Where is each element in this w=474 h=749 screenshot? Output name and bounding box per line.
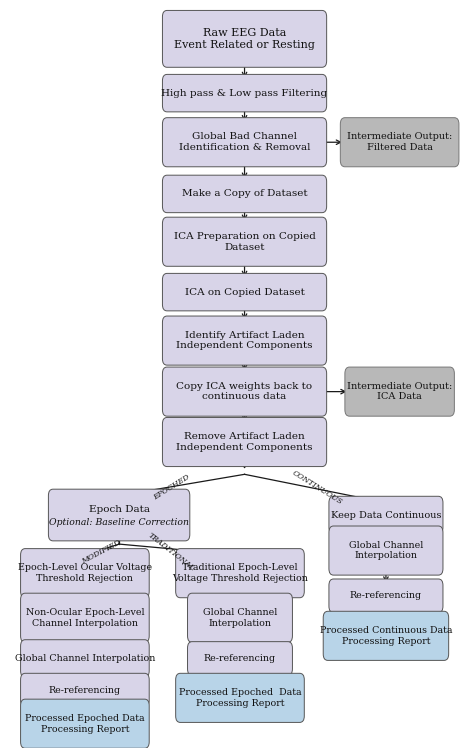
Text: Intermediate Output:
Filtered Data: Intermediate Output: Filtered Data — [347, 133, 452, 152]
FancyBboxPatch shape — [163, 10, 327, 67]
Text: Traditional Epoch-Level
Voltage Threshold Rejection: Traditional Epoch-Level Voltage Threshol… — [172, 563, 308, 583]
Text: Optional: Baseline Correction: Optional: Baseline Correction — [49, 518, 189, 527]
Text: Epoch-Level Ocular Voltage
Threshold Rejection: Epoch-Level Ocular Voltage Threshold Rej… — [18, 563, 152, 583]
FancyBboxPatch shape — [20, 640, 149, 677]
Text: MODIFIED: MODIFIED — [80, 539, 122, 566]
Text: High pass & Low pass Filtering: High pass & Low pass Filtering — [162, 88, 328, 97]
Text: Non-Ocular Epoch-Level
Channel Interpolation: Non-Ocular Epoch-Level Channel Interpola… — [26, 608, 144, 628]
FancyBboxPatch shape — [329, 579, 443, 613]
Text: Raw EEG Data
Event Related or Resting: Raw EEG Data Event Related or Resting — [174, 28, 315, 50]
FancyBboxPatch shape — [20, 699, 149, 748]
Text: Processed Epoched Data
Processing Report: Processed Epoched Data Processing Report — [25, 714, 145, 733]
Text: ICA on Copied Dataset: ICA on Copied Dataset — [184, 288, 304, 297]
Text: Global Channel
Interpolation: Global Channel Interpolation — [203, 608, 277, 628]
FancyBboxPatch shape — [188, 593, 292, 643]
FancyBboxPatch shape — [329, 497, 443, 534]
Text: Intermediate Output:
ICA Data: Intermediate Output: ICA Data — [347, 382, 452, 401]
FancyBboxPatch shape — [329, 526, 443, 575]
FancyBboxPatch shape — [20, 548, 149, 598]
Text: Global Channel
Interpolation: Global Channel Interpolation — [349, 541, 423, 560]
Text: TRADITIONAL: TRADITIONAL — [146, 532, 197, 573]
FancyBboxPatch shape — [163, 74, 327, 112]
Text: Global Bad Channel
Identification & Removal: Global Bad Channel Identification & Remo… — [179, 133, 310, 152]
Text: Make a Copy of Dataset: Make a Copy of Dataset — [182, 189, 307, 198]
FancyBboxPatch shape — [163, 367, 327, 416]
FancyBboxPatch shape — [163, 273, 327, 311]
FancyBboxPatch shape — [163, 217, 327, 267]
Text: Epoch Data: Epoch Data — [89, 505, 150, 514]
FancyBboxPatch shape — [48, 489, 190, 541]
FancyBboxPatch shape — [176, 673, 304, 723]
FancyBboxPatch shape — [323, 611, 449, 661]
Text: Identify Artifact Laden
Independent Components: Identify Artifact Laden Independent Comp… — [176, 331, 313, 351]
FancyBboxPatch shape — [163, 175, 327, 213]
Text: Processed Continuous Data
Processing Report: Processed Continuous Data Processing Rep… — [319, 626, 452, 646]
Text: Re-referencing: Re-referencing — [350, 591, 422, 600]
Text: ICA Preparation on Copied
Dataset: ICA Preparation on Copied Dataset — [173, 232, 316, 252]
Text: Re-referencing: Re-referencing — [204, 654, 276, 663]
Text: Re-referencing: Re-referencing — [49, 685, 121, 694]
FancyBboxPatch shape — [188, 642, 292, 676]
FancyBboxPatch shape — [20, 593, 149, 643]
Text: EPOCHED: EPOCHED — [152, 473, 191, 502]
FancyBboxPatch shape — [20, 673, 149, 707]
FancyBboxPatch shape — [163, 118, 327, 167]
Text: Processed Epoched  Data
Processing Report: Processed Epoched Data Processing Report — [179, 688, 301, 708]
FancyBboxPatch shape — [345, 367, 455, 416]
FancyBboxPatch shape — [176, 548, 304, 598]
Text: Copy ICA weights back to
continuous data: Copy ICA weights back to continuous data — [176, 382, 313, 401]
FancyBboxPatch shape — [163, 417, 327, 467]
Text: Global Channel Interpolation: Global Channel Interpolation — [15, 654, 155, 663]
Text: Keep Data Continuous: Keep Data Continuous — [331, 511, 441, 520]
FancyBboxPatch shape — [340, 118, 459, 167]
Text: Remove Artifact Laden
Independent Components: Remove Artifact Laden Independent Compon… — [176, 432, 313, 452]
FancyBboxPatch shape — [163, 316, 327, 365]
Text: CONTINUOUS: CONTINUOUS — [291, 469, 344, 506]
